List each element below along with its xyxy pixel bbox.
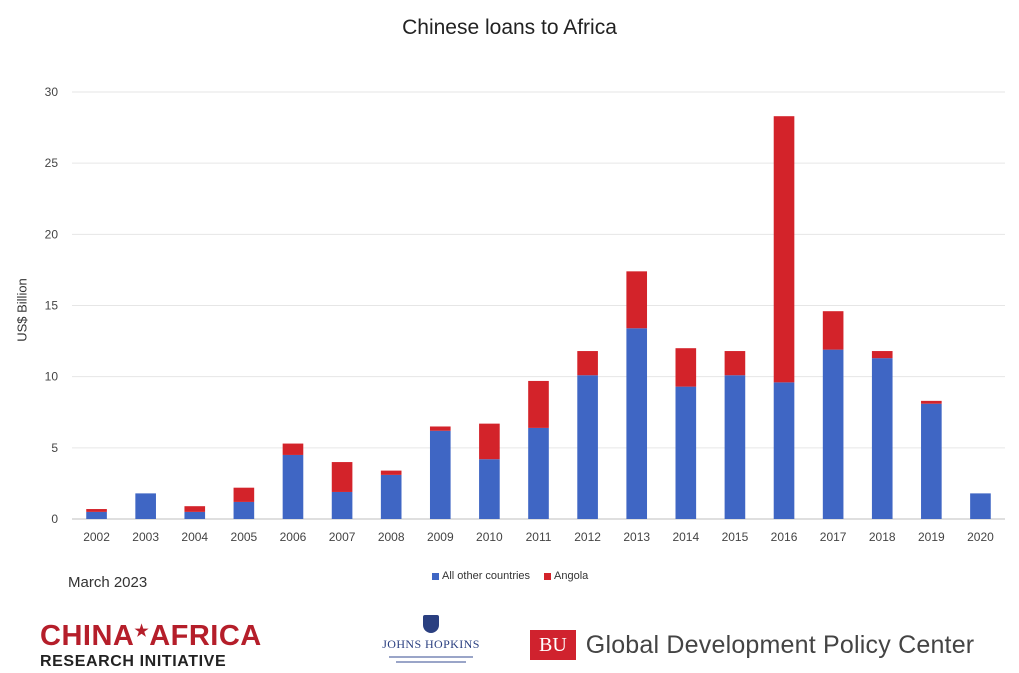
y-tick-label: 30 — [45, 85, 59, 99]
x-tick-label: 2003 — [132, 530, 159, 544]
bar-angola — [380, 470, 402, 475]
bar-angola — [822, 311, 844, 350]
jhu-name: JOHNS HOPKINS — [382, 637, 480, 651]
x-tick-label: 2012 — [574, 530, 601, 544]
bar-other-countries — [822, 349, 844, 519]
bar-other-countries — [429, 430, 451, 519]
bar-other-countries — [921, 403, 942, 519]
bar-other-countries — [724, 375, 746, 519]
bar-other-countries — [135, 493, 156, 519]
bar-angola — [675, 348, 697, 387]
bar-angola — [773, 116, 795, 383]
bu-logo-box: BU — [530, 630, 576, 660]
bar-other-countries — [184, 511, 206, 519]
bar-other-countries — [528, 427, 549, 519]
legend: All other countries Angola — [432, 570, 588, 582]
x-tick-label: 2006 — [280, 530, 307, 544]
x-tick-label: 2010 — [476, 530, 503, 544]
bar-angola — [577, 351, 598, 376]
legend-label-other: All other countries — [442, 570, 531, 582]
star-icon: ★ — [134, 623, 150, 640]
legend-item-angola: Angola — [544, 570, 588, 582]
x-tick-label: 2011 — [526, 530, 552, 544]
jhu-subline — [396, 661, 466, 663]
bar-angola — [871, 351, 893, 359]
x-tick-label: 2020 — [967, 530, 994, 544]
x-tick-label: 2007 — [329, 530, 356, 544]
x-tick-label: 2014 — [672, 530, 699, 544]
y-tick-label: 20 — [45, 227, 59, 241]
bar-angola — [626, 271, 648, 329]
y-tick-label: 5 — [51, 441, 58, 455]
x-tick-label: 2004 — [181, 530, 208, 544]
legend-swatch-other — [432, 572, 439, 580]
x-tick-label: 2005 — [231, 530, 258, 544]
x-tick-label: 2019 — [918, 530, 945, 544]
bar-angola — [86, 509, 107, 512]
x-tick-label: 2016 — [771, 530, 798, 544]
logo-car-china: CHINA — [40, 620, 135, 652]
bar-other-countries — [380, 474, 402, 519]
jhu-subline — [389, 656, 473, 658]
date-note: March 2023 — [68, 574, 148, 591]
bar-other-countries — [233, 501, 255, 519]
bar-angola — [184, 506, 206, 512]
y-tick-label: 0 — [51, 512, 58, 526]
bar-other-countries — [331, 491, 353, 519]
logo-car-africa: AFRICA — [149, 620, 262, 652]
x-tick-label: 2013 — [623, 530, 650, 544]
bu-gdp-center-logo: BU Global Development Policy Center — [530, 630, 974, 660]
bar-other-countries — [675, 386, 697, 519]
x-tick-label: 2018 — [869, 530, 896, 544]
bar-angola — [282, 443, 304, 455]
bar-angola — [331, 462, 353, 492]
legend-item-other: All other countries — [432, 570, 530, 582]
y-tick-label: 10 — [45, 370, 59, 384]
johns-hopkins-logo: JOHNS HOPKINS — [372, 615, 490, 669]
china-africa-research-initiative-logo: CHINA★AFRICA RESEARCH INITIATIVE — [40, 622, 262, 670]
bar-other-countries — [626, 328, 648, 519]
bar-other-countries — [479, 459, 500, 519]
bar-angola — [921, 400, 942, 404]
bar-other-countries — [871, 358, 893, 519]
bar-other-countries — [970, 493, 991, 519]
bu-center-name: Global Development Policy Center — [585, 630, 975, 659]
shield-icon — [423, 615, 439, 633]
legend-label-angola: Angola — [554, 570, 589, 582]
x-tick-label: 2002 — [83, 530, 110, 544]
x-tick-label: 2017 — [820, 530, 847, 544]
bar-other-countries — [86, 511, 107, 519]
bar-angola — [724, 351, 746, 376]
bar-angola — [479, 423, 500, 460]
y-tick-label: 15 — [45, 299, 59, 313]
bar-angola — [528, 380, 549, 428]
y-tick-label: 25 — [45, 156, 59, 170]
x-tick-label: 2008 — [378, 530, 405, 544]
bar-other-countries — [773, 382, 795, 519]
chart-title: Chinese loans to Africa — [402, 16, 617, 39]
legend-swatch-angola — [544, 572, 552, 580]
x-tick-label: 2015 — [722, 530, 749, 544]
bar-angola — [233, 487, 255, 502]
logo-car-subtitle: RESEARCH INITIATIVE — [40, 653, 227, 670]
bar-angola — [429, 426, 451, 431]
bar-other-countries — [282, 454, 304, 519]
bar-other-countries — [577, 375, 598, 519]
x-tick-label: 2009 — [427, 530, 454, 544]
